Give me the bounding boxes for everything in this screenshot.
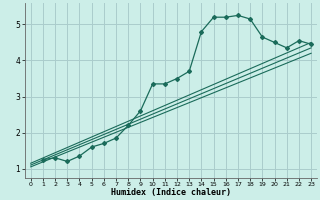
X-axis label: Humidex (Indice chaleur): Humidex (Indice chaleur) — [111, 188, 231, 197]
